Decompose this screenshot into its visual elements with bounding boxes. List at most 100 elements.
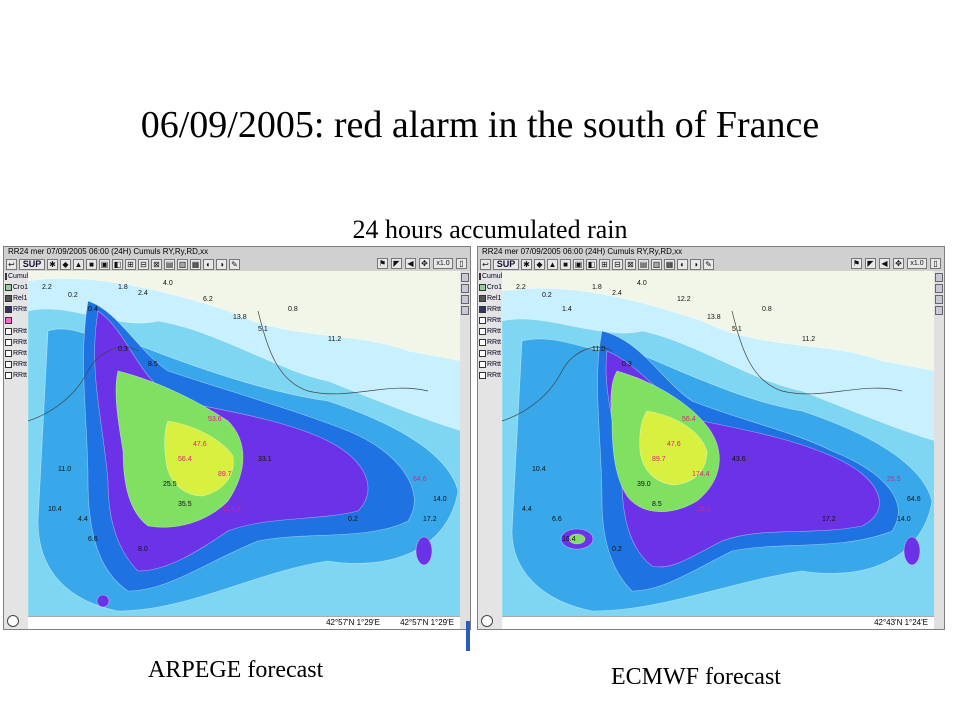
checkbox-icon[interactable] — [5, 328, 12, 335]
tool-icon[interactable]: ◧ — [586, 258, 597, 270]
layer-item[interactable]: RRtt — [4, 370, 28, 381]
tool-icon[interactable] — [935, 295, 943, 304]
layer-item[interactable] — [4, 315, 28, 326]
checkbox-icon[interactable] — [5, 350, 12, 357]
save-icon[interactable]: ▣ — [99, 258, 110, 270]
checkbox-icon[interactable] — [5, 361, 12, 368]
layer-item[interactable]: Rel1 — [478, 293, 502, 304]
tool-icon[interactable] — [935, 284, 943, 293]
tool-icon[interactable]: ◑ — [216, 258, 227, 270]
tool-icon[interactable]: ✱ — [47, 258, 58, 270]
checkbox-icon[interactable] — [5, 273, 7, 280]
layer-item[interactable]: RRtt — [4, 326, 28, 337]
tool-icon[interactable] — [461, 295, 469, 304]
tool-icon[interactable]: ⊞ — [125, 258, 136, 270]
checkbox-icon[interactable] — [5, 306, 12, 313]
tool-icon[interactable]: ▤ — [164, 258, 175, 270]
tool-icon[interactable]: ⊟ — [612, 258, 623, 270]
sup-button[interactable]: SUP — [493, 258, 519, 270]
tool-icon[interactable]: ■ — [560, 258, 571, 270]
tool-icon[interactable]: ▥ — [177, 258, 188, 270]
tool-icon[interactable] — [461, 306, 469, 315]
checkbox-icon[interactable] — [5, 372, 12, 379]
tool-icon[interactable]: ▥ — [651, 258, 662, 270]
layer-item[interactable]: Cumul — [478, 271, 502, 282]
pan-icon[interactable]: ✥ — [893, 258, 904, 269]
tool-icon[interactable] — [935, 306, 943, 315]
compass-icon[interactable] — [481, 615, 493, 627]
trash-icon[interactable]: ▯ — [456, 258, 467, 269]
layer-item[interactable]: Cumul — [4, 271, 28, 282]
tool-icon[interactable]: ■ — [86, 258, 97, 270]
checkbox-icon[interactable] — [479, 339, 486, 346]
pan-icon[interactable]: ✥ — [419, 258, 430, 269]
tool-icon[interactable]: ▤ — [638, 258, 649, 270]
tool-icon[interactable]: ◐ — [677, 258, 688, 270]
tool-icon[interactable] — [935, 273, 943, 282]
tool-icon[interactable]: ⊠ — [151, 258, 162, 270]
ecmwf-map-window[interactable]: RR24 mer 07/09/2005 06:00 (24H) Cumuls R… — [477, 246, 945, 630]
tool-icon[interactable]: ▦ — [664, 258, 675, 270]
tool-icon[interactable]: ✎ — [229, 258, 240, 270]
checkbox-icon[interactable] — [479, 350, 486, 357]
layer-item[interactable]: RRtt — [478, 337, 502, 348]
tool-icon[interactable]: ⊞ — [599, 258, 610, 270]
layer-item[interactable]: RRtt — [478, 315, 502, 326]
checkbox-icon[interactable] — [479, 372, 486, 379]
return-icon[interactable]: ↩ — [6, 258, 17, 270]
layer-item[interactable]: RRtt — [478, 359, 502, 370]
checkbox-icon[interactable] — [5, 295, 12, 302]
checkbox-icon[interactable] — [5, 317, 12, 324]
tool-icon[interactable]: ▲ — [547, 258, 558, 270]
rain-map[interactable]: 2.2 0.2 0.4 1.8 2.4 4.0 6.2 13.8 5.1 0.8 11.2 47.6 5… — [28, 271, 460, 617]
tool-icon[interactable] — [461, 284, 469, 293]
layer-item[interactable]: Cro1 — [4, 282, 28, 293]
checkbox-icon[interactable] — [5, 339, 12, 346]
layer-item[interactable]: RRtt — [4, 359, 28, 370]
pointer-icon[interactable]: ◤ — [865, 258, 876, 269]
tool-icon[interactable]: ⊠ — [625, 258, 636, 270]
scrollbar[interactable] — [466, 621, 470, 651]
tool-icon[interactable]: ◆ — [60, 258, 71, 270]
tool-icon[interactable]: ◐ — [203, 258, 214, 270]
compass-icon[interactable] — [7, 615, 19, 627]
tool-icon[interactable]: ▦ — [190, 258, 201, 270]
layer-item[interactable]: Rel1 — [4, 293, 28, 304]
tool-icon[interactable]: ◑ — [690, 258, 701, 270]
tool-icon[interactable]: ✱ — [521, 258, 532, 270]
checkbox-icon[interactable] — [5, 284, 12, 291]
flag-icon[interactable]: ⚑ — [377, 258, 388, 269]
tool-icon[interactable]: ⊟ — [138, 258, 149, 270]
layer-item[interactable]: RRtt — [4, 337, 28, 348]
checkbox-icon[interactable] — [479, 317, 486, 324]
rain-map[interactable]: 2.2 0.2 1.4 1.8 2.4 4.0 12.2 13.8 5.1 0.8 11.2 47.6… — [502, 271, 934, 617]
checkbox-icon[interactable] — [479, 273, 481, 280]
layer-item[interactable]: RRtt — [4, 348, 28, 359]
tool-icon[interactable]: ▲ — [73, 258, 84, 270]
zoom-level[interactable]: x1.0 — [433, 258, 453, 269]
tool-icon[interactable] — [461, 273, 469, 282]
checkbox-icon[interactable] — [479, 306, 486, 313]
arpege-map-window[interactable]: RR24 mer 07/09/2005 06:00 (24H) Cumuls R… — [3, 246, 471, 651]
tool-icon[interactable]: ✎ — [703, 258, 714, 270]
zoom-level[interactable]: x1.0 — [907, 258, 927, 269]
layer-item[interactable]: RRtt — [478, 348, 502, 359]
pointer-icon[interactable]: ◤ — [391, 258, 402, 269]
layer-item[interactable]: RRtt — [478, 326, 502, 337]
save-icon[interactable]: ▣ — [573, 258, 584, 270]
checkbox-icon[interactable] — [479, 361, 486, 368]
layer-item[interactable]: RRtt — [4, 304, 28, 315]
trash-icon[interactable]: ▯ — [930, 258, 941, 269]
back-icon[interactable]: ◀ — [405, 258, 416, 269]
checkbox-icon[interactable] — [479, 295, 486, 302]
layer-item[interactable]: RRtt — [478, 304, 502, 315]
sup-button[interactable]: SUP — [19, 258, 45, 270]
back-icon[interactable]: ◀ — [879, 258, 890, 269]
checkbox-icon[interactable] — [479, 328, 486, 335]
tool-icon[interactable]: ◧ — [112, 258, 123, 270]
return-icon[interactable]: ↩ — [480, 258, 491, 270]
checkbox-icon[interactable] — [479, 284, 486, 291]
layer-item[interactable]: RRtt — [478, 370, 502, 381]
tool-icon[interactable]: ◆ — [534, 258, 545, 270]
flag-icon[interactable]: ⚑ — [851, 258, 862, 269]
